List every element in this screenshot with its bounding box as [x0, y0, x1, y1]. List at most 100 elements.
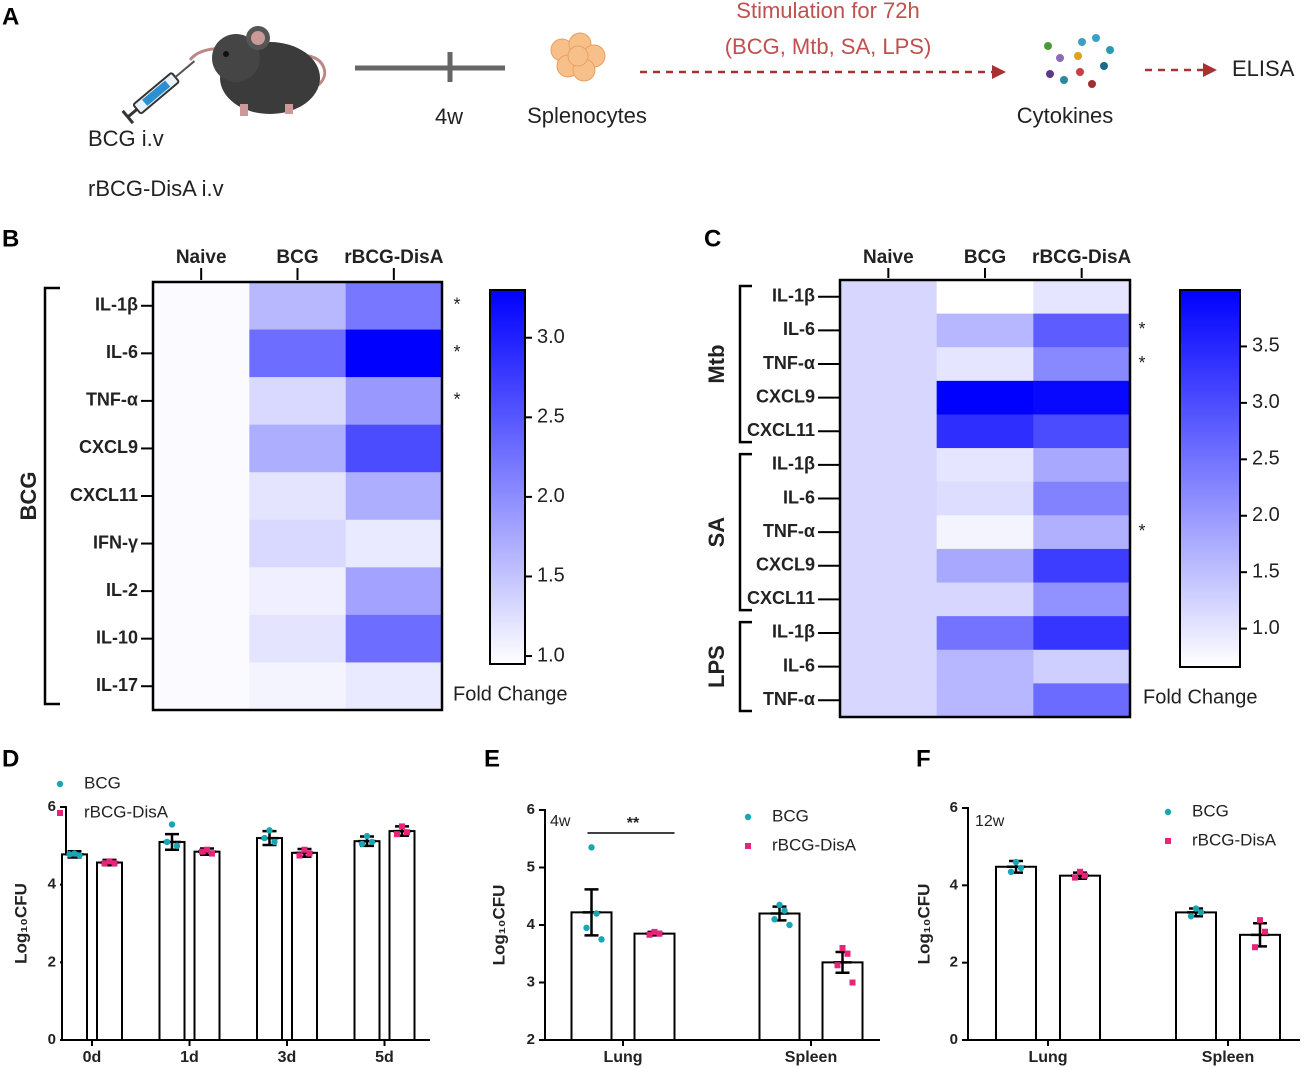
arrow-head [992, 65, 1006, 79]
x-tick-label: Lung [1028, 1049, 1067, 1066]
data-point [266, 827, 273, 834]
data-point [1257, 917, 1263, 924]
route-label: rBCG-DisA i.v [88, 176, 224, 201]
heat-cell [936, 616, 1034, 651]
duration-label: 4w [435, 104, 463, 129]
y-tick-label: 6 [527, 801, 535, 818]
bar [1239, 933, 1281, 1041]
data-point [1007, 868, 1015, 875]
error-bar [163, 832, 181, 851]
row-label: IL-2 [106, 580, 138, 600]
column-label: BCG [276, 247, 318, 268]
heat-cell [936, 515, 1034, 550]
bar [256, 837, 283, 1041]
y-tick-label: 6 [950, 799, 958, 816]
colorbar-label: Fold Change [1143, 686, 1258, 708]
bar [1059, 874, 1101, 1042]
heat-cell [1033, 582, 1131, 617]
heat-cell [840, 548, 938, 584]
heat-cell [840, 347, 938, 382]
row-label: CXCL9 [756, 386, 815, 406]
data-point [111, 860, 118, 867]
data-point [849, 979, 856, 986]
row-label: CXCL9 [756, 554, 815, 574]
data-point [163, 838, 171, 846]
group-label: SA [704, 517, 729, 548]
colorbar-tick-label: 3.0 [1252, 391, 1280, 413]
bar [1175, 911, 1217, 1042]
cells-label: Splenocytes [527, 103, 647, 128]
heat-cell [153, 567, 250, 616]
data-point [301, 846, 308, 853]
data-point [199, 848, 205, 855]
x-tick-label: Spleen [1202, 1049, 1254, 1066]
row-label: IL-1β [772, 286, 815, 306]
heat-cell [249, 329, 347, 378]
heat-cell [153, 329, 250, 378]
data-point [168, 821, 176, 828]
heat-cell [840, 616, 938, 651]
data-point [776, 901, 783, 909]
y-tick-label: 3 [527, 973, 535, 990]
data-point [1197, 909, 1205, 916]
row-label: CXCL11 [747, 420, 815, 440]
cytokines-icon [1044, 34, 1114, 88]
heat-cell [840, 582, 938, 617]
group-label: BCG [16, 472, 41, 521]
column-label: BCG [964, 247, 1006, 268]
panel-letter: C [704, 225, 721, 252]
data-point [651, 928, 658, 935]
data-point [839, 945, 846, 951]
heat-cell [936, 313, 1034, 348]
data-point [71, 850, 78, 857]
panel-letter: E [484, 745, 500, 772]
heat-cell [840, 414, 938, 449]
data-point [646, 931, 653, 938]
stimuli-label: (BCG, Mtb, SA, LPS) [725, 34, 932, 59]
data-point [399, 823, 405, 830]
x-tick-label: 1d [180, 1049, 199, 1066]
legend-label: BCG [84, 773, 121, 792]
heat-cell [1033, 616, 1131, 651]
data-point [363, 832, 371, 840]
data-point [598, 936, 605, 943]
colorbar-tick-label: 2.0 [537, 485, 565, 507]
data-point [1012, 858, 1020, 866]
heat-cell [249, 377, 347, 426]
column-label: rBCG-DisA [1032, 247, 1132, 268]
legend-marker [56, 780, 64, 788]
colorbar-tick-label: 2.0 [1252, 504, 1280, 526]
heat-cell [345, 377, 443, 426]
group-label: LPS [704, 645, 729, 688]
data-point [271, 838, 278, 846]
data-point [106, 858, 113, 865]
heat-cell [936, 548, 1034, 584]
group-bracket [738, 284, 752, 444]
legend-label: rBCG-DisA [772, 835, 857, 854]
row-label: IL-6 [106, 342, 138, 362]
heat-cell [249, 472, 347, 521]
heat-cell [840, 313, 938, 348]
legend-marker [745, 843, 751, 849]
x-tick-label: 5d [375, 1049, 394, 1066]
colorbar-tick-label: 1.0 [537, 644, 565, 666]
stimulation-label: Stimulation for 72h [736, 0, 919, 23]
heat-cell [249, 567, 347, 616]
data-point [1077, 868, 1083, 875]
y-tick-label: 6 [48, 798, 56, 815]
heat-cell [153, 424, 250, 473]
heat-cell [1033, 448, 1131, 483]
y-axis-label: Log₁₀CFU [11, 883, 30, 964]
data-point [76, 852, 83, 859]
heatmap-frame [151, 280, 444, 712]
y-tick-label: 2 [48, 953, 56, 970]
data-point [588, 844, 595, 851]
data-point [781, 907, 788, 914]
heat-cell [936, 448, 1034, 483]
heat-cell [936, 414, 1034, 449]
data-point [404, 829, 410, 836]
data-point [1262, 928, 1268, 935]
legend-marker [1164, 808, 1172, 816]
heat-cell [345, 519, 443, 568]
